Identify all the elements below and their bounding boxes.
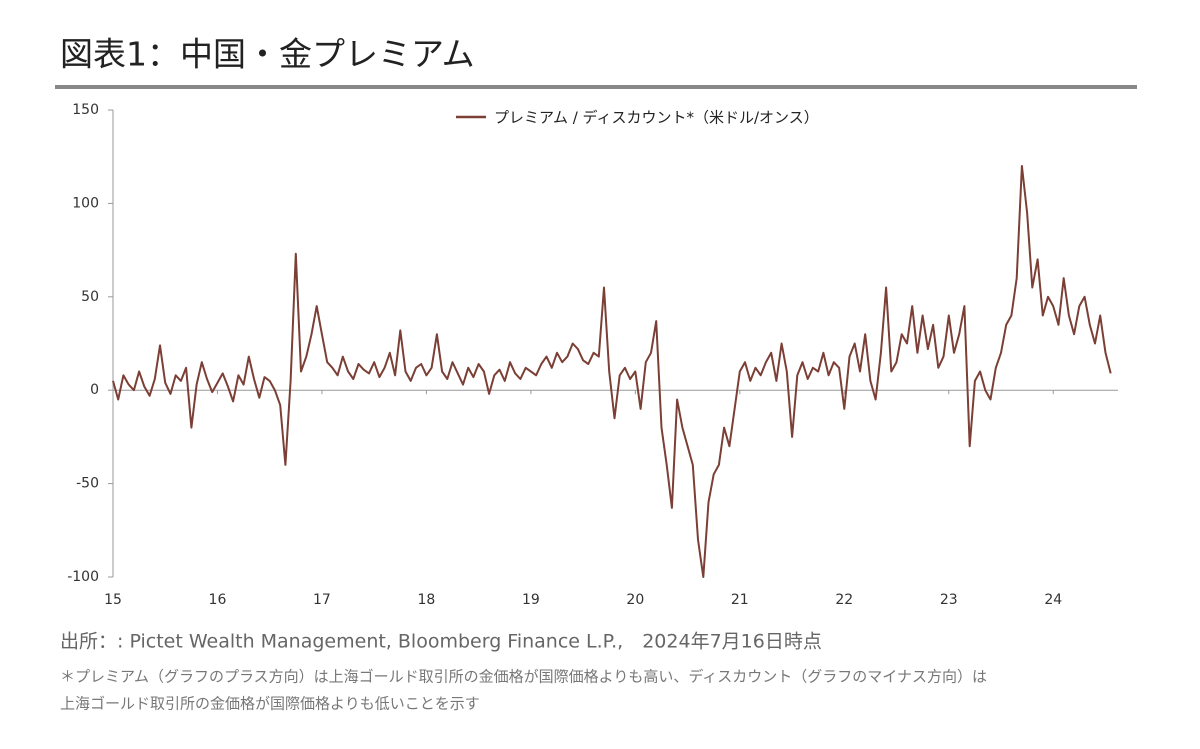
x-tick-label: 24 xyxy=(1044,592,1062,608)
x-tick-label: 23 xyxy=(940,592,958,608)
note: 上海ゴールド取引所の金価格が国際価格よりも低いことを示す xyxy=(60,695,480,713)
x-tick-label: 22 xyxy=(835,592,853,608)
x-tick-label: 18 xyxy=(417,592,435,608)
x-tick-label: 21 xyxy=(731,592,749,608)
series-line xyxy=(112,165,1112,578)
chart-title: 図表1：中国・金プレミアム xyxy=(60,35,475,74)
y-tick-label: -50 xyxy=(76,476,99,492)
y-tick-label: -100 xyxy=(67,569,99,585)
x-tick-label: 20 xyxy=(626,592,644,608)
source: 出所：: Pictet Wealth Management, Bloomberg… xyxy=(60,631,822,653)
y-tick-label: 50 xyxy=(81,289,99,305)
title-rule xyxy=(55,85,1137,89)
x-tick-label: 19 xyxy=(522,592,540,608)
note: ＊プレミアム（グラフのプラス方向）は上海ゴールド取引所の金価格が国際価格よりも高… xyxy=(60,668,987,686)
x-tick-label: 17 xyxy=(313,592,331,608)
x-tick-label: 16 xyxy=(209,592,227,608)
y-tick-label: 100 xyxy=(72,195,99,211)
y-tick-label: 0 xyxy=(90,382,99,398)
legend-label: プレミアム / ディスカウント*（米ドル/オンス） xyxy=(494,109,819,127)
y-tick-label: 150 xyxy=(72,102,99,118)
x-tick-label: 15 xyxy=(104,592,122,608)
